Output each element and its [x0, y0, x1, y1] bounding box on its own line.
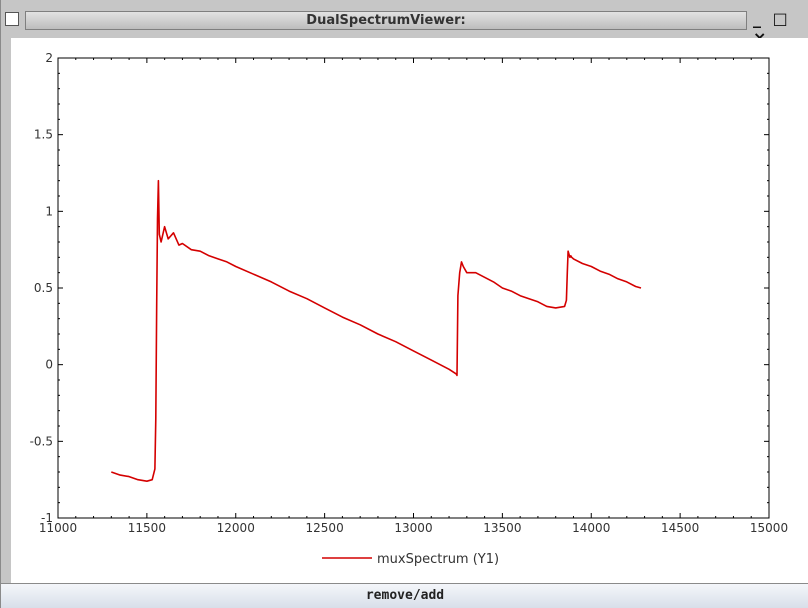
window-menu-icon[interactable] — [5, 12, 19, 26]
y-tick-label: 1 — [45, 204, 53, 218]
y-tick-label: -0.5 — [30, 434, 53, 448]
y-tick-label: 0.5 — [34, 281, 53, 295]
x-tick-label: 12500 — [306, 521, 344, 535]
x-tick-label: 13500 — [483, 521, 521, 535]
series-line — [111, 179, 642, 483]
x-tick-label: 14000 — [572, 521, 610, 535]
plot-panel[interactable]: 11000 11500 12000 12500 13000 13500 14000 14500… — [11, 38, 808, 583]
x-tick-label: 14500 — [661, 521, 699, 535]
x-tick-label: 11500 — [128, 521, 166, 535]
legend-label: muxSpectrum (Y1) — [377, 552, 499, 567]
x-tick-label: 11000 — [39, 521, 77, 535]
minimize-icon[interactable]: _ — [753, 9, 764, 28]
y-tick-label: 2 — [45, 51, 53, 65]
remove-add-button[interactable]: remove/add — [1, 583, 808, 608]
window-controls: _ □ × — [753, 9, 808, 47]
y-tick-label: 1.5 — [34, 128, 53, 142]
window-title[interactable]: DualSpectrumViewer: — [25, 11, 747, 30]
x-tick-label: 12000 — [217, 521, 255, 535]
plot-frame — [57, 57, 770, 519]
y-tick-label: 0 — [45, 358, 53, 372]
spectrum-chart[interactable]: 11000 11500 12000 12500 13000 13500 14000 14500… — [11, 38, 808, 583]
maximize-icon[interactable]: □ — [772, 9, 791, 28]
x-tick-label: 13000 — [394, 521, 432, 535]
y-tick-label: -1 — [41, 511, 53, 525]
x-tick-label: 15000 — [750, 521, 788, 535]
title-bar[interactable]: DualSpectrumViewer: _ □ × — [1, 0, 808, 47]
